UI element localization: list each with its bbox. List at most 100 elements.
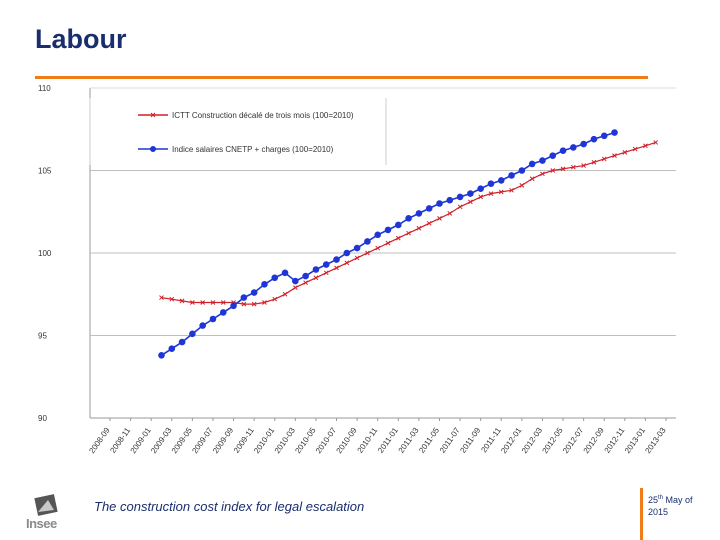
x-tick-label: 2008-09 xyxy=(87,426,112,456)
legend-label: Indice salaires CNETP + charges (100=201… xyxy=(172,145,334,154)
data-point-salaires xyxy=(261,281,268,288)
data-point-salaires xyxy=(611,129,618,136)
data-point-salaires xyxy=(168,345,176,353)
data-point-salaires xyxy=(436,200,443,207)
data-point-ictt xyxy=(406,230,411,236)
data-point-salaires xyxy=(281,269,289,277)
data-point-ictt xyxy=(468,199,473,205)
data-point-salaires xyxy=(415,210,423,217)
data-point-ictt xyxy=(210,300,216,305)
data-point-ictt xyxy=(509,187,514,193)
data-point-ictt xyxy=(292,285,298,291)
data-point-ictt xyxy=(272,296,278,302)
x-tick-label: 2013-03 xyxy=(643,426,668,456)
data-point-ictt xyxy=(437,215,442,221)
series-line-ictt xyxy=(161,141,656,305)
data-point-ictt xyxy=(251,301,257,307)
data-point-ictt xyxy=(200,300,206,305)
data-point-ictt xyxy=(169,296,175,302)
data-point-salaires xyxy=(446,196,454,204)
data-point-ictt xyxy=(643,143,648,149)
data-point-ictt xyxy=(159,295,164,300)
footer-date-suffix: th xyxy=(658,495,664,501)
data-point-salaires xyxy=(487,180,495,187)
data-point-ictt xyxy=(334,265,339,271)
data-point-salaires xyxy=(559,147,567,154)
data-point-ictt xyxy=(282,291,288,297)
y-tick-label: 95 xyxy=(38,332,47,341)
data-point-ictt xyxy=(632,146,638,152)
data-point-salaires xyxy=(405,215,412,222)
legend-label: ICTT Construction décalé de trois mois (… xyxy=(172,111,354,120)
data-point-salaires xyxy=(219,309,227,316)
data-point-salaires xyxy=(580,140,587,148)
data-point-ictt xyxy=(601,156,607,162)
data-point-salaires xyxy=(467,190,474,197)
data-point-salaires xyxy=(158,352,165,359)
data-point-ictt xyxy=(447,211,453,216)
data-point-ictt xyxy=(262,300,267,305)
data-point-salaires xyxy=(343,249,351,257)
data-point-salaires xyxy=(240,294,248,301)
data-point-ictt xyxy=(365,250,370,256)
data-point-salaires xyxy=(456,193,464,201)
data-point-salaires xyxy=(312,266,320,273)
data-point-ictt xyxy=(416,225,422,231)
data-point-ictt xyxy=(529,176,535,182)
y-tick-label: 110 xyxy=(38,84,51,93)
data-point-ictt xyxy=(313,275,319,281)
data-point-ictt xyxy=(190,300,195,305)
data-point-salaires xyxy=(333,256,340,263)
data-point-salaires xyxy=(250,289,258,296)
page-title: Labour xyxy=(35,24,127,54)
data-point-ictt xyxy=(570,164,576,170)
data-point-salaires xyxy=(549,152,557,159)
data-point-salaires xyxy=(528,160,536,168)
footer-date-day: 25 xyxy=(648,495,659,505)
data-point-ictt xyxy=(303,280,308,286)
data-point-ictt xyxy=(550,168,556,173)
data-point-ictt xyxy=(385,240,391,246)
data-point-salaires xyxy=(518,167,526,174)
data-point-salaires xyxy=(189,330,196,338)
data-point-ictt xyxy=(241,301,247,307)
data-point-salaires xyxy=(570,144,577,151)
data-point-salaires xyxy=(302,272,309,280)
data-point-salaires xyxy=(353,244,361,252)
data-point-salaires xyxy=(508,172,515,179)
data-point-salaires xyxy=(209,315,217,323)
data-point-salaires xyxy=(374,231,382,239)
data-point-ictt xyxy=(323,270,329,276)
data-point-salaires xyxy=(394,221,402,229)
data-point-ictt xyxy=(478,194,484,200)
data-point-salaires xyxy=(384,226,392,234)
y-tick-label: 100 xyxy=(38,249,52,258)
data-point-salaires xyxy=(292,277,299,285)
x-tick-label: 2010-09 xyxy=(335,426,360,456)
footer-caption: The construction cost index for legal es… xyxy=(94,499,365,514)
data-point-ictt xyxy=(457,204,463,210)
data-point-ictt xyxy=(612,153,617,159)
data-point-ictt xyxy=(375,245,381,251)
data-point-ictt xyxy=(354,255,360,261)
footer-date-rest: May of 2015 xyxy=(648,495,693,517)
footer-divider xyxy=(640,488,643,540)
data-point-ictt xyxy=(488,191,494,196)
data-point-salaires xyxy=(600,132,608,140)
data-point-ictt xyxy=(560,166,566,172)
data-point-ictt xyxy=(581,163,586,168)
y-tick-label: 90 xyxy=(38,414,47,423)
data-point-ictt xyxy=(220,300,226,305)
footer-date: 25th May of 2015 xyxy=(648,492,710,518)
data-point-salaires xyxy=(271,274,279,282)
data-point-salaires xyxy=(199,322,206,329)
x-tick-label: 2009-09 xyxy=(211,426,236,456)
title-underline xyxy=(35,76,648,79)
data-point-ictt xyxy=(179,298,185,304)
data-point-salaires xyxy=(230,302,237,310)
data-point-ictt xyxy=(622,149,628,155)
data-point-salaires xyxy=(539,157,546,164)
legend-marker xyxy=(150,146,156,152)
data-point-salaires xyxy=(590,135,598,143)
data-point-ictt xyxy=(395,235,401,241)
